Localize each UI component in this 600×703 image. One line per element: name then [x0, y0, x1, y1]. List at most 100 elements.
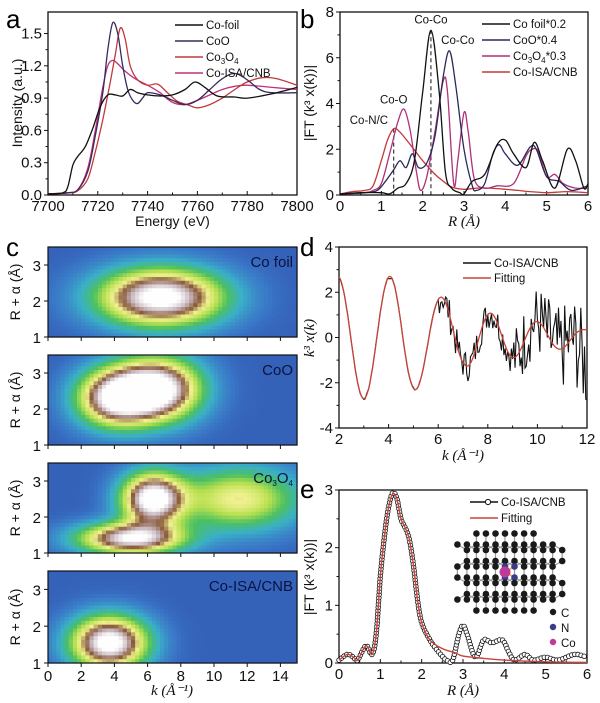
heatmap-cell: [222, 508, 228, 513]
heatmap-cell: [255, 280, 261, 286]
heatmap-cell: [230, 373, 236, 379]
heatmap-cell: [118, 474, 124, 479]
heatmap-cell: [139, 310, 145, 316]
heatmap-cell: [164, 325, 169, 331]
heatmap-cell: [126, 655, 132, 660]
heatmap-cell: [114, 269, 120, 274]
heatmap-cell: [68, 385, 74, 390]
heatmap-cell: [280, 329, 286, 334]
heatmap-cell: [292, 269, 298, 274]
heatmap-cell: [193, 325, 198, 331]
heatmap-cell: [201, 325, 207, 331]
heatmap-cell: [48, 609, 53, 614]
heatmap-cell: [151, 545, 157, 550]
heatmap-cell: [48, 400, 53, 405]
heatmap-cell: [135, 362, 140, 367]
heatmap-cell: [93, 403, 99, 409]
heatmap-cell: [122, 466, 128, 472]
heatmap-cell: [284, 500, 290, 505]
heatmap-cell: [56, 466, 62, 472]
heatmap-cell: [89, 373, 95, 379]
heatmap-cell: [101, 366, 107, 371]
heatmap-cell: [122, 437, 128, 442]
heatmap-cell: [85, 292, 91, 297]
heatmap-cell: [160, 504, 165, 509]
heatmap-cell: [101, 400, 107, 405]
heatmap-cell: [155, 370, 161, 375]
heatmap-cell: [101, 355, 107, 360]
heatmap-cell: [226, 295, 232, 301]
heatmap-cell: [259, 466, 265, 472]
heatmap-cell: [205, 288, 211, 293]
heatmap-cell: [288, 474, 294, 479]
heatmap-cell: [180, 385, 186, 390]
heatmap-cell: [259, 481, 265, 487]
heatmap-cell: [259, 307, 265, 312]
heatmap-cell: [72, 508, 78, 513]
heatmap-cell: [110, 362, 115, 367]
heatmap-cell: [143, 407, 149, 412]
heatmap-cell: [218, 422, 223, 427]
heatmap-cell: [147, 269, 153, 274]
heatmap-cell: [118, 284, 124, 289]
heatmap-cell: [214, 392, 219, 397]
heatmap-cell: [147, 288, 153, 293]
heatmap-cell: [209, 262, 215, 267]
heatmap-cell: [276, 400, 281, 405]
heatmap-cell: [247, 370, 252, 375]
heatmap-cell: [180, 538, 186, 543]
heatmap-cell: [251, 262, 257, 267]
heatmap-cell: [81, 418, 86, 424]
heatmap-cell: [143, 403, 149, 409]
heatmap-cell: [243, 523, 248, 528]
heatmap-cell: [68, 609, 74, 614]
heatmap-cell: [77, 310, 82, 316]
heatmap-cell: [135, 318, 140, 323]
heatmap-cell: [64, 415, 70, 420]
heatmap-cell: [93, 415, 99, 420]
heatmap-cell: [184, 493, 190, 498]
heatmap-cell: [135, 355, 140, 360]
heatmap-cell: [168, 388, 174, 394]
heatmap-cell: [272, 362, 277, 367]
heatmap-cell: [259, 381, 265, 386]
heatmap-cell: [56, 273, 62, 278]
heatmap-cell: [197, 470, 203, 475]
heatmap-cell: [160, 333, 165, 338]
plot-frame: [47, 354, 298, 446]
heatmap-cell: [251, 523, 257, 528]
heatmap-cell: [209, 329, 215, 334]
heatmap-cell: [60, 373, 66, 379]
heatmap-cell: [139, 265, 145, 271]
heatmap-cell: [56, 496, 62, 502]
heatmap-cell: [205, 329, 211, 334]
heatmap-cell: [64, 355, 70, 360]
heatmap-cell: [97, 582, 103, 587]
heatmap-cell: [160, 526, 165, 532]
heatmap-cell: [93, 396, 99, 401]
heatmap-cell: [101, 329, 107, 334]
heatmap-cell: [106, 280, 111, 286]
heatmap-cell: [93, 277, 99, 282]
heatmap-cell: [205, 430, 211, 435]
heatmap-cell: [243, 496, 248, 502]
heatmap-cell: [209, 541, 215, 547]
heatmap-cell: [114, 418, 120, 424]
heatmap-cell: [209, 370, 215, 375]
heatmap-cell: [131, 478, 136, 483]
heatmap-cell: [238, 403, 244, 409]
heatmap-cell: [234, 441, 240, 446]
heatmap-cell: [147, 523, 153, 528]
heatmap-cell: [85, 624, 91, 630]
heatmap-cell: [147, 307, 153, 312]
heatmap-cell: [197, 318, 203, 323]
heatmap-cell: [205, 258, 211, 263]
heatmap-cell: [131, 640, 136, 645]
heatmap-cell: [139, 273, 145, 278]
heatmap-cell: [218, 403, 223, 409]
heatmap-cell: [255, 407, 261, 412]
heatmap-cell: [114, 526, 120, 532]
heatmap-cell: [193, 504, 198, 509]
heatmap-cell: [226, 373, 232, 379]
heatmap-cell: [255, 437, 261, 442]
